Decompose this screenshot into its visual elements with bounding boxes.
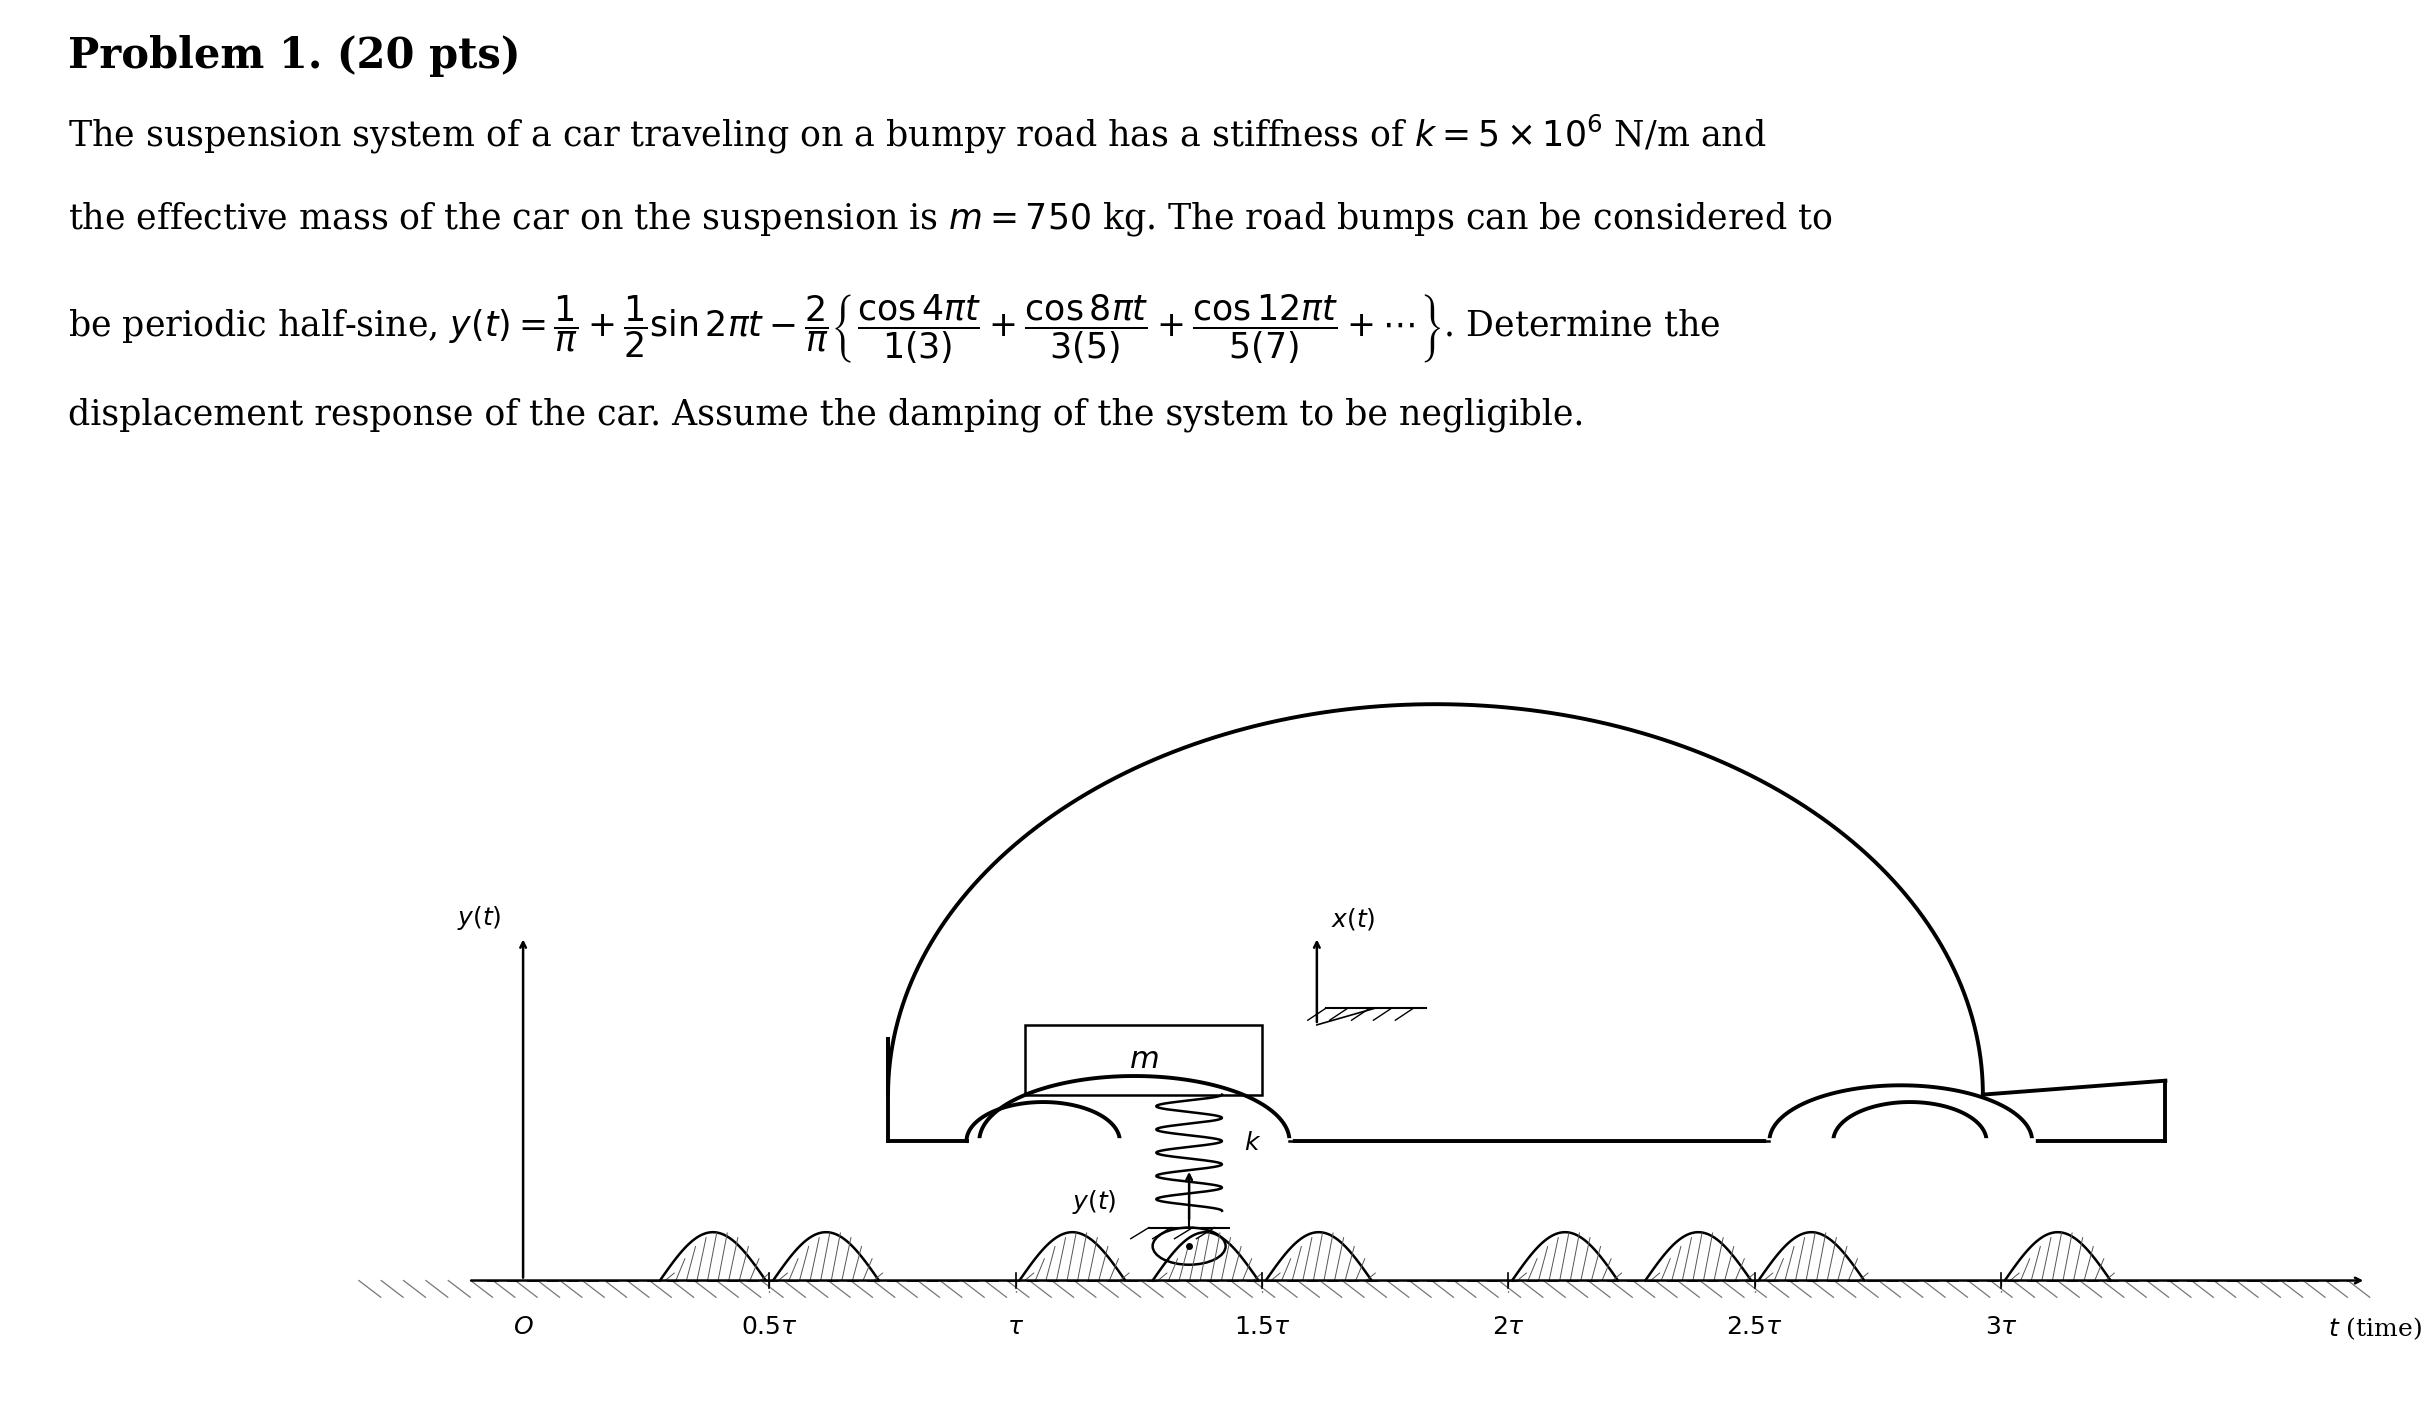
Text: $x(t)$: $x(t)$ <box>1331 906 1377 931</box>
Text: $2\tau$: $2\tau$ <box>1491 1316 1525 1339</box>
Text: $1.5\tau$: $1.5\tau$ <box>1234 1316 1289 1339</box>
Text: $m$: $m$ <box>1129 1044 1158 1075</box>
Text: Problem 1. (20 pts): Problem 1. (20 pts) <box>68 35 521 78</box>
Text: $y(t)$: $y(t)$ <box>1071 1188 1117 1215</box>
Text: $0.5\tau$: $0.5\tau$ <box>742 1316 798 1339</box>
Bar <box>1024 1024 1263 1095</box>
Text: $y(t)$: $y(t)$ <box>457 904 501 931</box>
Text: $2.5\tau$: $2.5\tau$ <box>1727 1316 1783 1339</box>
Text: The suspension system of a car traveling on a bumpy road has a stiffness of $k =: The suspension system of a car traveling… <box>68 113 1766 157</box>
Text: $t$ (time): $t$ (time) <box>2328 1316 2423 1342</box>
Text: displacement response of the car. Assume the damping of the system to be negligi: displacement response of the car. Assume… <box>68 398 1584 432</box>
Text: $k$: $k$ <box>1243 1132 1260 1156</box>
Text: be periodic half-sine, $y(t) = \dfrac{1}{\pi} + \dfrac{1}{2}\sin 2\pi t - \dfrac: be periodic half-sine, $y(t) = \dfrac{1}… <box>68 292 1720 365</box>
Circle shape <box>1153 1228 1226 1264</box>
Text: $O$: $O$ <box>513 1316 533 1339</box>
Text: $\tau$: $\tau$ <box>1007 1316 1024 1339</box>
Text: $3\tau$: $3\tau$ <box>1985 1316 2017 1339</box>
Text: the effective mass of the car on the suspension is $m = 750$ kg. The road bumps : the effective mass of the car on the sus… <box>68 200 1832 238</box>
